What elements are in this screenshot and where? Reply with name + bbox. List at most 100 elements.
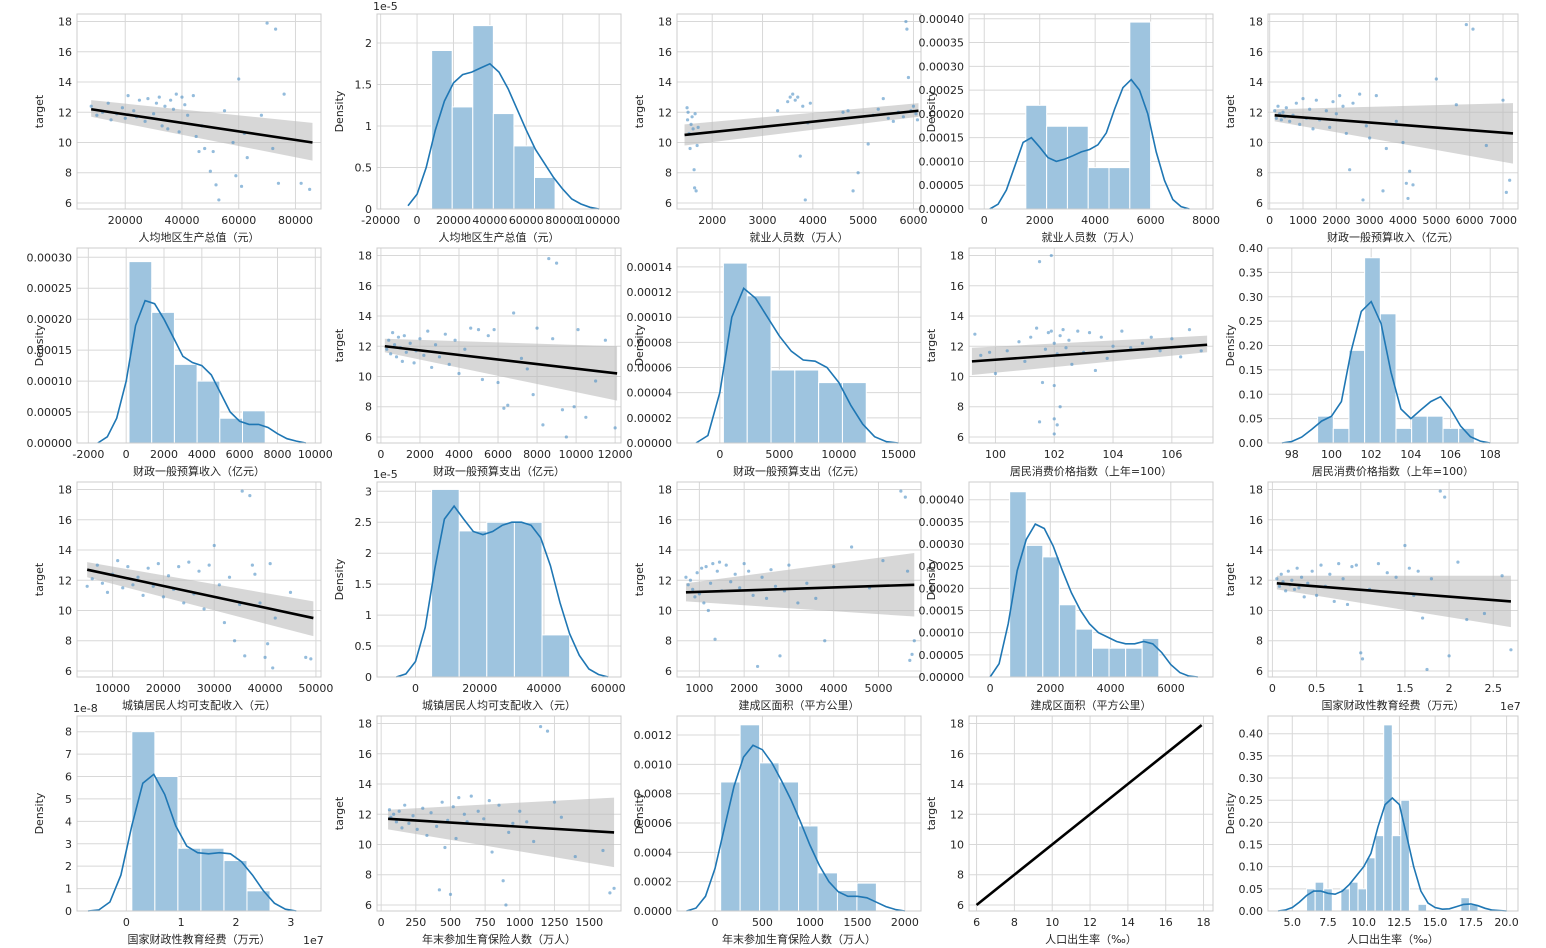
subplot-p10: 98 100 102 104 106 108 0.00 0.05 0.10 0.15 0.20 0.2… bbox=[1224, 242, 1519, 478]
histogram-bar bbox=[131, 731, 156, 912]
scatter-point bbox=[551, 337, 555, 341]
scatter-point bbox=[385, 347, 389, 351]
y-axis-label: target bbox=[333, 328, 346, 362]
x-tick-label: 0 bbox=[716, 448, 723, 461]
scatter-point bbox=[217, 198, 221, 202]
scatter-point bbox=[711, 562, 715, 566]
x-tick-label: 100 bbox=[1321, 448, 1342, 461]
y-tick-label: 0.00000 bbox=[27, 437, 73, 450]
scatter-point bbox=[486, 334, 490, 338]
scatter-point bbox=[163, 104, 167, 108]
scatter-point bbox=[501, 879, 505, 883]
histogram-bar bbox=[1374, 835, 1385, 912]
y-tick-label: 16 bbox=[358, 280, 372, 293]
scatter-point bbox=[1035, 326, 1039, 330]
x-tick-label: 6000 bbox=[1456, 214, 1484, 227]
scatter-point bbox=[554, 261, 559, 265]
scatter-point bbox=[157, 95, 161, 99]
plot-frame bbox=[76, 247, 322, 444]
scatter-point bbox=[1299, 575, 1304, 579]
x-tick-label: 17.5 bbox=[1459, 916, 1484, 929]
scatter-point bbox=[177, 130, 181, 134]
scatter-point bbox=[693, 186, 697, 190]
scatter-point bbox=[1306, 581, 1310, 585]
scatter-point bbox=[1064, 346, 1068, 350]
x-tick-label: 40000 bbox=[248, 682, 283, 695]
scatter-point bbox=[222, 620, 227, 625]
x-tick-label: 10.0 bbox=[1351, 916, 1376, 929]
scatter-point bbox=[1099, 335, 1103, 339]
scatter-point bbox=[211, 149, 215, 154]
scatter-point bbox=[1037, 260, 1042, 264]
x-tick-label: 60000 bbox=[509, 214, 544, 227]
scatter-point bbox=[773, 584, 778, 588]
scatter-point bbox=[808, 101, 812, 105]
x-tick-label: 2000 bbox=[730, 682, 758, 695]
histogram-bar bbox=[513, 145, 536, 210]
scatter-point bbox=[1049, 253, 1053, 258]
y-offset-text: 1e-5 bbox=[373, 0, 398, 13]
x-tick-label: 8000 bbox=[263, 448, 291, 461]
scatter-point bbox=[1314, 593, 1319, 597]
plot-frame bbox=[968, 715, 1214, 912]
scatter-point bbox=[1332, 599, 1336, 604]
x-tick-label: 102 bbox=[1361, 448, 1382, 461]
x-tick-label: 2 bbox=[1446, 682, 1453, 695]
subplot-p17: 0 250 500 750 1000 1250 1500 6 8 10 12 14 16 18 年末参加生育… bbox=[333, 715, 622, 946]
scatter-point bbox=[1385, 571, 1389, 575]
scatter-point bbox=[402, 334, 406, 338]
x-tick-label: 4000 bbox=[188, 448, 216, 461]
x-tick-label: 104 bbox=[1400, 448, 1421, 461]
scatter-point bbox=[1361, 198, 1365, 202]
histogram-bar bbox=[1340, 888, 1350, 912]
y-tick-label: 6 bbox=[365, 899, 372, 912]
x-tick-label: 5000 bbox=[1422, 214, 1450, 227]
scatter-point bbox=[171, 107, 176, 111]
plot-frame bbox=[76, 13, 322, 210]
x-tick-label: 5.0 bbox=[1284, 916, 1302, 929]
y-tick-label: 7 bbox=[65, 748, 72, 761]
y-tick-label: 6 bbox=[1256, 197, 1263, 210]
subplot-p13: 1000 2000 3000 4000 5000 6 8 10 12 14 16 18 建成区面积（平方… bbox=[633, 481, 922, 712]
scatter-point bbox=[1149, 335, 1153, 339]
y-tick-label: 0.40 bbox=[1239, 728, 1264, 741]
scatter-point bbox=[1058, 334, 1062, 338]
scatter-point bbox=[1447, 654, 1451, 658]
scatter-point bbox=[396, 335, 401, 339]
x-axis-label: 居民消费价格指数（上年=100） bbox=[1010, 464, 1172, 478]
confidence-band bbox=[91, 100, 313, 161]
scatter-point bbox=[476, 809, 480, 813]
x-tick-label: 100000 bbox=[578, 214, 620, 227]
scatter-point bbox=[786, 100, 790, 104]
scatter-point bbox=[271, 146, 275, 151]
scatter-point bbox=[1341, 577, 1345, 581]
x-tick-label: 20000 bbox=[108, 214, 143, 227]
scatter-point bbox=[1055, 423, 1059, 427]
x-tick-label: 98 bbox=[1285, 448, 1299, 461]
scatter-point bbox=[132, 109, 136, 113]
histogram-bar bbox=[1025, 544, 1044, 678]
histogram-bar bbox=[431, 488, 460, 678]
scatter-point bbox=[166, 574, 171, 578]
x-tick-label: 4000 bbox=[820, 682, 848, 695]
y-tick-label: 0.00014 bbox=[627, 261, 673, 274]
scatter-point bbox=[457, 371, 461, 376]
scatter-point bbox=[476, 328, 481, 332]
scatter-point bbox=[435, 824, 439, 828]
x-tick-label: 4000 bbox=[1389, 214, 1417, 227]
x-tick-label: 0 bbox=[412, 682, 419, 695]
scatter-point bbox=[1443, 495, 1447, 499]
y-tick-label: 1.5 bbox=[355, 79, 373, 92]
scatter-point bbox=[1438, 489, 1442, 493]
x-tick-label: 10000 bbox=[95, 682, 130, 695]
subplot-p4: 0 2000 4000 6000 8000 0.00000 0.00005 0.00010 0.… bbox=[919, 13, 1221, 244]
kde-curve bbox=[407, 62, 600, 210]
scatter-point bbox=[492, 328, 496, 332]
x-axis-label: 财政一般预算收入（亿元） bbox=[133, 464, 265, 478]
scatter-point bbox=[778, 654, 782, 658]
scatter-point bbox=[914, 112, 918, 116]
scatter-point bbox=[304, 655, 308, 659]
x-tick-label: 500 bbox=[440, 916, 461, 929]
histogram-bar bbox=[458, 530, 488, 678]
scatter-point bbox=[197, 149, 201, 154]
